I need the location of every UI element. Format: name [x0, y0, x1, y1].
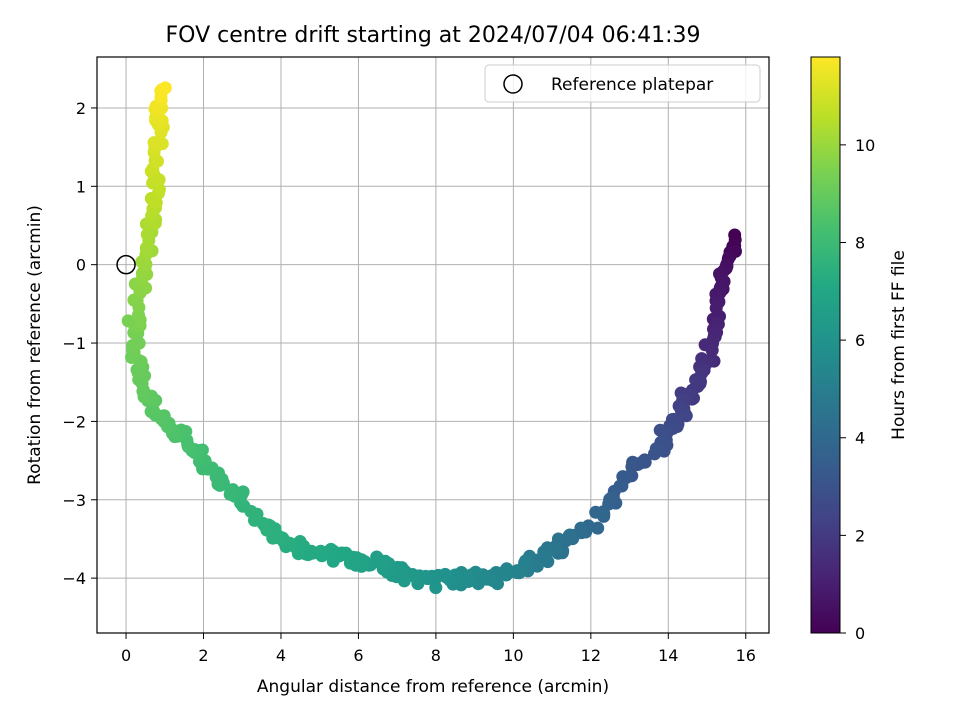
colorbar-tick-label: 6	[855, 331, 865, 350]
colorbar-tick-label: 4	[855, 429, 865, 448]
x-tick-label: 6	[353, 646, 363, 665]
x-tick-label: 0	[121, 646, 131, 665]
data-point	[133, 313, 147, 327]
plot-frame	[96, 56, 770, 634]
data-point	[689, 373, 703, 387]
data-point	[563, 528, 577, 542]
reference-platepar-marker	[116, 254, 136, 275]
y-tick-label: −2	[62, 412, 86, 431]
y-tick-label: −4	[62, 569, 86, 588]
data-point	[648, 447, 661, 461]
data-point	[270, 531, 284, 545]
colorbar-tick-label: 2	[855, 526, 865, 545]
x-tick-label: 12	[581, 646, 601, 665]
data-point	[154, 412, 168, 426]
data-point	[705, 343, 719, 357]
colorbar	[810, 56, 841, 634]
data-point	[324, 542, 338, 556]
colorbar-tick-label: 10	[855, 136, 875, 155]
x-tick-label: 14	[658, 646, 678, 665]
x-axis-label: Angular distance from reference (arcmin)	[257, 677, 609, 697]
data-point	[257, 518, 271, 532]
x-tick-label: 10	[503, 646, 523, 665]
y-axis-ticks: −4 −3 −2 −1 0 1 2	[62, 99, 97, 588]
colorbar-tick-label: 8	[855, 233, 865, 252]
grid	[97, 57, 769, 633]
data-point	[132, 336, 146, 350]
colorbar-tick-label: 0	[855, 624, 865, 643]
x-tick-label: 16	[736, 646, 756, 665]
y-axis-label: Rotation from reference (arcmin)	[25, 205, 45, 485]
data-point	[223, 487, 237, 501]
y-tick-label: 1	[76, 177, 86, 196]
x-tick-label: 8	[431, 646, 441, 665]
x-axis-ticks: 0 2 4 6 8 10 12 14 16	[121, 633, 756, 665]
colorbar-label: Hours from first FF file	[889, 250, 909, 440]
data-point	[519, 554, 533, 568]
y-tick-label: −1	[62, 334, 86, 353]
data-point	[158, 81, 172, 95]
y-tick-label: 2	[76, 99, 86, 118]
data-point	[679, 409, 693, 423]
data-point	[150, 138, 164, 152]
data-point	[429, 581, 443, 595]
data-point	[181, 440, 195, 454]
legend-marker	[503, 74, 523, 94]
colorbar-ticks: 0 2 4 6 8 10	[840, 136, 875, 643]
y-tick-label: 0	[76, 256, 86, 275]
legend: Reference platepar	[484, 64, 761, 103]
x-tick-label: 2	[198, 646, 208, 665]
y-tick-label: −3	[62, 491, 86, 510]
data-point	[140, 228, 154, 241]
scatter-points	[121, 81, 742, 595]
x-tick-label: 4	[276, 646, 286, 665]
chart-title: FOV centre drift starting at 2024/07/04 …	[166, 23, 701, 48]
data-point	[603, 492, 617, 506]
legend-entry: Reference platepar	[551, 75, 713, 95]
data-point	[595, 506, 609, 520]
